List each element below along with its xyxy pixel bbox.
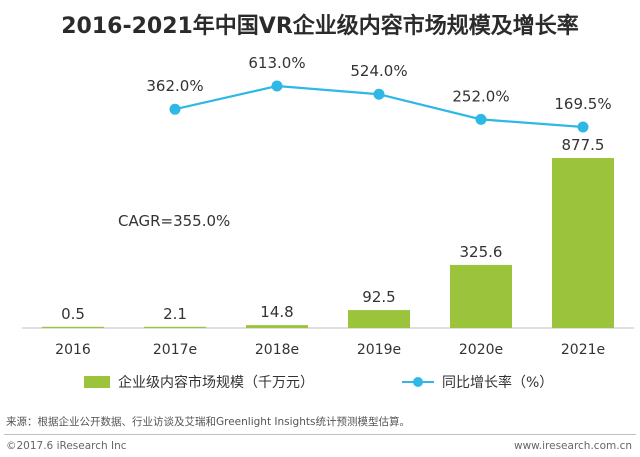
growth-point-2020e: [475, 113, 487, 125]
chart-title: 2016-2021年中国VR企业级内容市场规模及增长率: [61, 14, 579, 39]
growth-point-2017e: [169, 103, 181, 115]
growth-label-2019e: 524.0%: [350, 62, 407, 80]
bar-2020e: [450, 264, 512, 328]
growth-label-2018e: 613.0%: [248, 54, 305, 72]
footer-divider: [4, 434, 636, 435]
bar-label-2017e: 2.1: [163, 305, 187, 323]
growth-point-2018e: [271, 80, 283, 92]
legend-item-bar: 企业级内容市场规模（千万元）: [84, 372, 314, 392]
bar-2017e: [144, 326, 206, 328]
bar-2018e: [246, 325, 308, 328]
x-tick-2016: 2016: [55, 342, 91, 358]
bar-labels: 0.5 2.1 14.8 92.5 325.6 877.5: [61, 136, 604, 323]
x-tick-2017e: 2017e: [153, 342, 197, 358]
website: www.iresearch.com.cn: [513, 440, 632, 452]
growth-point-2019e: [373, 88, 385, 100]
growth-point-2021e: [577, 121, 589, 133]
bar-series: [42, 158, 614, 328]
x-tick-2020e: 2020e: [459, 342, 503, 358]
x-tick-2019e: 2019e: [357, 342, 401, 358]
legend-item-line: 同比增长率（%）: [402, 372, 553, 392]
bar-2019e: [348, 310, 410, 328]
legend-line-swatch: [402, 376, 434, 388]
bar-label-2016: 0.5: [61, 305, 85, 323]
source-note: 来源：根据企业公开数据、行业访谈及艾瑞和Greenlight Insights统…: [6, 416, 410, 428]
bar-label-2018e: 14.8: [260, 303, 293, 321]
growth-label-2020e: 252.0%: [452, 87, 509, 105]
copyright: ©2017.6 iResearch Inc: [6, 440, 127, 452]
legend-bar-swatch: [84, 376, 110, 388]
chart: CAGR=355.0% 0.5 2.1 14.8 92.5 325.6 877.5 201…: [22, 54, 634, 358]
x-tick-labels: 2016 2017e 2018e 2019e 2020e 2021e: [55, 342, 605, 358]
x-tick-2018e: 2018e: [255, 342, 299, 358]
bar-label-2020e: 325.6: [460, 243, 503, 261]
x-tick-2021e: 2021e: [561, 342, 605, 358]
legend: 企业级内容市场规模（千万元） 同比增长率（%）: [0, 370, 640, 394]
growth-line-series: 362.0% 613.0% 524.0% 252.0% 169.5%: [146, 54, 612, 133]
legend-bar-label: 企业级内容市场规模（千万元）: [118, 375, 314, 391]
bar-label-2019e: 92.5: [362, 288, 395, 306]
legend-line-label: 同比增长率（%）: [442, 375, 554, 391]
bar-2016: [42, 326, 104, 328]
cagr-annotation: CAGR=355.0%: [118, 212, 230, 230]
growth-label-2017e: 362.0%: [146, 77, 203, 95]
bar-label-2021e: 877.5: [562, 136, 605, 154]
growth-label-2021e: 169.5%: [554, 95, 611, 113]
bar-2021e: [552, 158, 614, 328]
